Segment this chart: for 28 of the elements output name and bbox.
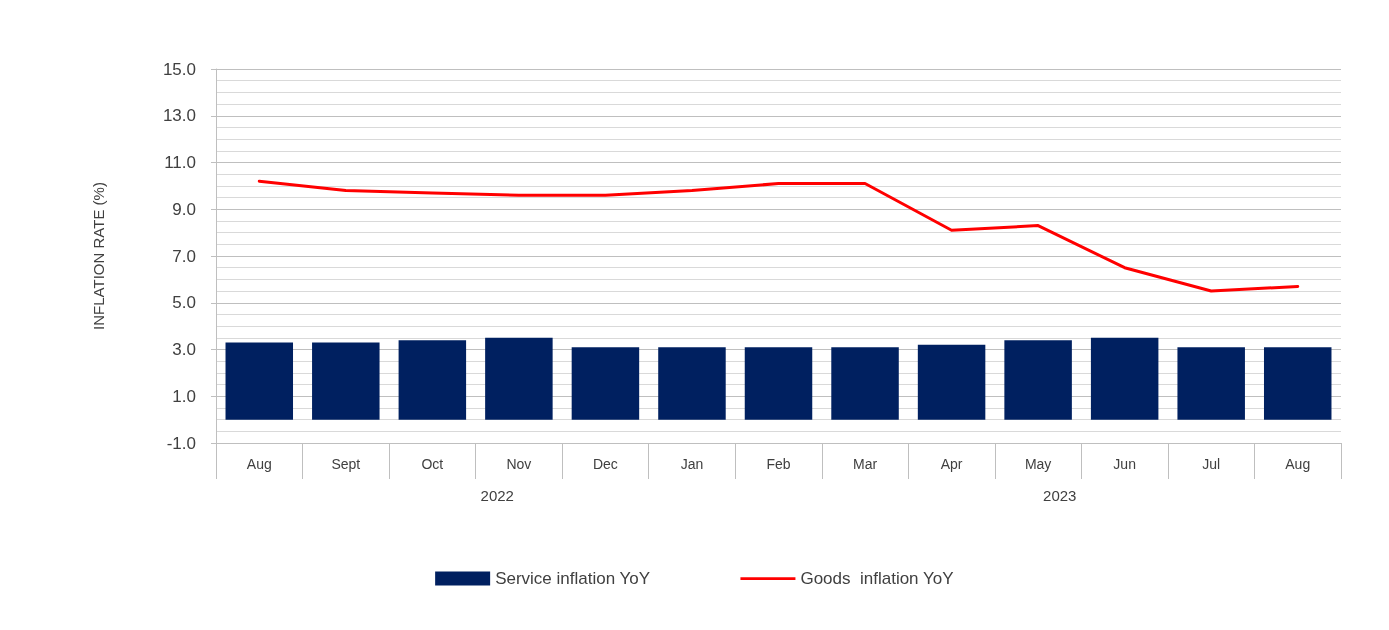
x-tick-label: Nov bbox=[506, 456, 532, 472]
x-tick-label: Feb bbox=[766, 456, 791, 472]
y-tick-label: 9.0 bbox=[172, 199, 196, 219]
y-tick-label: -1.0 bbox=[166, 433, 196, 453]
x-tick-label: Aug bbox=[1285, 456, 1311, 472]
y-tick-label: 7.0 bbox=[172, 246, 196, 266]
text: 2023 bbox=[1043, 487, 1077, 504]
text: 2022 bbox=[480, 487, 514, 504]
x-tick-label: Oct bbox=[421, 456, 444, 472]
x-tick-label: Jun bbox=[1113, 456, 1136, 472]
x-tick-label: May bbox=[1024, 456, 1052, 472]
line-series bbox=[257, 179, 1300, 293]
legend-label: Service inflation YoY bbox=[495, 569, 651, 588]
x-tick-label: Mar bbox=[852, 456, 878, 472]
y-tick-label: 13.0 bbox=[162, 106, 196, 126]
y-axis-title: INFLATION RATE (%) bbox=[90, 182, 107, 330]
x-tick-label: Jan bbox=[680, 456, 704, 472]
y-tick-label: 1.0 bbox=[172, 386, 196, 406]
y-tick-label: 5.0 bbox=[172, 293, 196, 313]
x-tick-label: Sept bbox=[331, 456, 361, 472]
y-tick-label: 3.0 bbox=[172, 340, 196, 359]
y-tick-label: 15.0 bbox=[162, 59, 196, 79]
y-tick-label: 11.0 bbox=[164, 153, 196, 172]
x-tick-label: Apr bbox=[940, 456, 963, 472]
x-tick-label: Aug bbox=[246, 456, 272, 472]
x-tick-label: Jul bbox=[1202, 456, 1221, 472]
x-tick-label: Dec bbox=[592, 456, 618, 472]
legend-label: Goods inflation YoY bbox=[800, 569, 954, 588]
